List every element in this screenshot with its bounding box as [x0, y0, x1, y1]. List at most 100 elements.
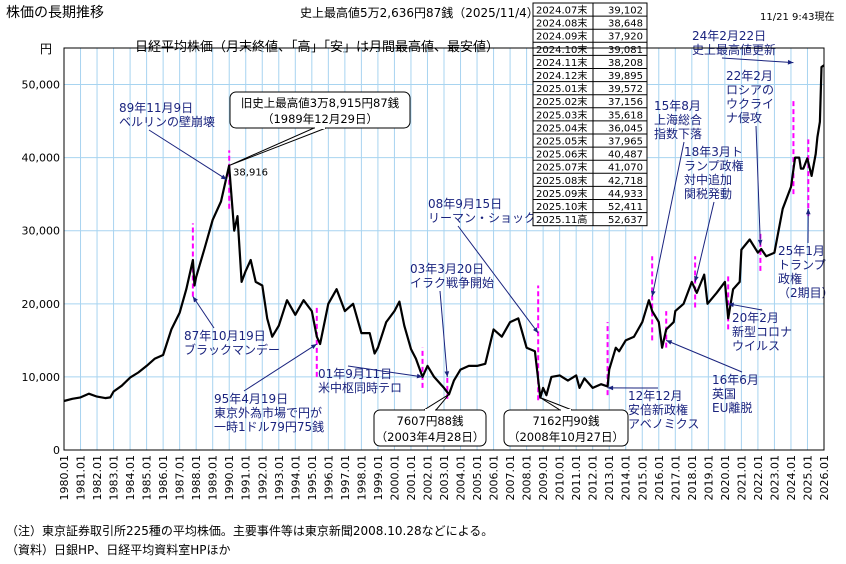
- event-annotation-text: ナ侵攻: [726, 110, 762, 125]
- event-annotation-text: 03年3月20日: [410, 262, 484, 276]
- annotation-arrow: [439, 290, 448, 377]
- event-annotation-text: 01年9月11日: [318, 367, 392, 381]
- annotation-arrowhead: [787, 59, 794, 65]
- x-tick-label: 2026.01: [818, 455, 831, 501]
- y-axis-unit: 円: [40, 42, 53, 56]
- x-tick-label: 2005.01: [471, 455, 484, 501]
- annotation-arrowhead: [416, 373, 423, 379]
- annotation-arrowhead: [533, 327, 539, 334]
- x-tick-label: 2020.01: [719, 455, 732, 501]
- callout-text: 旧史上最高値3万8,915円87銭: [241, 96, 400, 110]
- event-annotation-text: イラク戦争開始: [410, 276, 494, 290]
- x-tick-label: 1997.01: [339, 455, 352, 501]
- x-tick-label: 2016.01: [653, 455, 666, 501]
- plot-border: [63, 47, 825, 451]
- table-date-cell: 2024.08末: [536, 17, 587, 30]
- x-tick-label: 1990.01: [223, 455, 236, 501]
- callout-text: 7607円88銭: [397, 414, 464, 428]
- table-value-cell: 39,895: [608, 71, 643, 82]
- x-tick-label: 2022.01: [752, 455, 765, 501]
- x-tick-label: 2003.01: [438, 455, 451, 501]
- table-date-cell: 2025.07末: [536, 161, 587, 174]
- x-tick-label: 2002.01: [421, 455, 434, 501]
- event-annotation-text: ランプ政権: [684, 158, 744, 173]
- x-tick-label: 1991.01: [240, 455, 253, 501]
- annotation-arrowhead: [651, 290, 656, 297]
- event-annotation-text: 18年3月ト: [684, 145, 743, 159]
- event-annotation-text: EU離脱: [712, 400, 752, 415]
- event-annotation-text: 新型コロナ: [732, 324, 792, 339]
- table-date-cell: 2025.11高: [536, 213, 587, 226]
- table-value-cell: 38,648: [608, 19, 643, 30]
- event-annotation-text: トランプ: [778, 258, 826, 272]
- x-tick-label: 1995.01: [306, 455, 319, 501]
- annotation-arrowhead: [666, 340, 673, 345]
- annotation-arrowhead: [694, 276, 699, 282]
- table-date-cell: 2024.09末: [536, 30, 587, 43]
- annotation-arrowhead: [192, 296, 198, 303]
- event-annotation-text: 20年2月: [732, 311, 779, 325]
- table-value-cell: 40,487: [608, 150, 643, 161]
- x-tick-label: 2025.01: [801, 455, 814, 501]
- annotations: 38,916 旧史上最高値3万8,915円87銭 （1989年12月29日） 7607…: [119, 29, 834, 447]
- x-tick-label: 1993.01: [273, 455, 286, 501]
- event-annotation-text: 08年9月15日: [428, 197, 502, 211]
- table-value-cell: 41,070: [608, 163, 643, 174]
- axis-ticks: 1980.01 1981.01 1982.01 1983.01 1984.01 1985.…: [22, 79, 832, 501]
- event-annotation-text: ベルリンの壁崩壊: [119, 114, 215, 129]
- x-tick-label: 2000.01: [388, 455, 401, 501]
- x-tick-label: 1982.01: [91, 455, 104, 501]
- y-tick-label: 20,000: [22, 298, 61, 311]
- callout-text: （2008年10月27日）: [508, 430, 624, 444]
- x-tick-label: 1994.01: [289, 455, 302, 501]
- annotation-arrowhead: [728, 302, 734, 308]
- y-tick-label: 40,000: [22, 152, 61, 165]
- event-annotation-text: 安倍新政権: [628, 402, 688, 417]
- x-tick-label: 1980.01: [58, 455, 71, 501]
- record-high-text: 史上最高値5万2,636円87銭（2025/11/4）: [300, 6, 539, 20]
- peak-value-label: 38,916: [233, 168, 268, 179]
- event-annotation-text: ブラックマンデー: [184, 342, 280, 357]
- callout-text: 7162円90銭: [533, 414, 600, 428]
- page-title: 株価の長期推移: [6, 5, 104, 21]
- x-tick-label: 2007.01: [504, 455, 517, 501]
- event-annotation-text: 対中追加: [684, 172, 732, 187]
- event-annotation-text: リーマン・ショック: [428, 211, 536, 225]
- annotation-arrow: [694, 201, 715, 283]
- x-tick-label: 1988.01: [190, 455, 203, 501]
- x-tick-label: 2023.01: [768, 455, 781, 501]
- table-value-cell: 39,572: [608, 84, 643, 95]
- y-tick-label: 0: [53, 444, 60, 457]
- x-tick-label: 1996.01: [322, 455, 335, 501]
- x-tick-label: 1999.01: [372, 455, 385, 501]
- event-annotation-text: 関税発動: [684, 187, 732, 201]
- x-tick-label: 2001.01: [405, 455, 418, 501]
- annotation-arrowhead: [220, 174, 227, 180]
- plot-frame: [63, 47, 825, 451]
- annotation-arrow: [728, 303, 763, 311]
- x-tick-label: 1986.01: [157, 455, 170, 501]
- event-annotation-text: ロシアの: [726, 83, 774, 97]
- table-value-cell: 44,933: [608, 189, 643, 200]
- event-annotation-text: 24年2月22日: [692, 29, 766, 43]
- annotation-arrowhead: [607, 385, 614, 391]
- callout-pointer: [540, 397, 573, 411]
- table-date-cell: 2025.10末: [536, 200, 587, 213]
- table-date-cell: 2025.06末: [536, 148, 587, 161]
- event-annotation-text: 25年1月: [778, 244, 825, 258]
- callout-text: （1989年12月29日）: [262, 112, 378, 126]
- annotation-arrow: [347, 365, 423, 378]
- annotation-arrowhead: [310, 344, 317, 349]
- event-annotation-text: 16年6月: [712, 373, 759, 387]
- y-tick-label: 30,000: [22, 225, 61, 238]
- footnote: （注）東京証券取引所225種の平均株価。主要事件等は東京新聞2008.10.28…: [6, 524, 494, 538]
- table-value-cell: 42,718: [608, 176, 643, 187]
- event-annotation-text: 上海総合: [654, 112, 702, 127]
- x-tick-label: 2021.01: [735, 455, 748, 501]
- table-date-cell: 2024.10末: [536, 43, 587, 56]
- x-tick-label: 2012.01: [587, 455, 600, 501]
- x-tick-label: 2019.01: [702, 455, 715, 501]
- event-annotation-text: 指数下落: [654, 126, 702, 141]
- x-tick-label: 1987.01: [174, 455, 187, 501]
